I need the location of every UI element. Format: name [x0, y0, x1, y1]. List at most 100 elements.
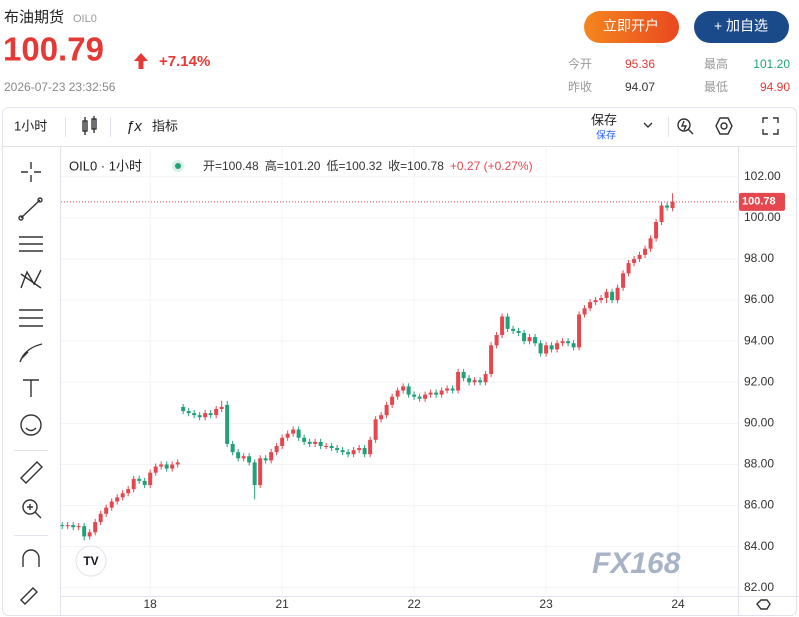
candle-body — [571, 343, 576, 348]
candle-body — [494, 335, 499, 346]
drawing-tools[interactable] — [18, 162, 43, 605]
stat-value: 94.90 — [760, 80, 790, 94]
candle-body — [175, 462, 180, 465]
candle-body — [181, 406, 186, 412]
candle-body — [505, 316, 510, 329]
candle-body — [346, 452, 351, 455]
chart-type-icon[interactable] — [82, 116, 97, 135]
candle-body — [153, 466, 158, 473]
candle-body — [626, 263, 631, 274]
candle-body — [654, 221, 659, 239]
candle-body — [82, 526, 87, 537]
y-tick-label: 102.00 — [744, 169, 781, 183]
button-label: 立即开户 — [603, 18, 659, 34]
y-tick-label: 100.00 — [744, 210, 781, 224]
candle-body — [401, 386, 406, 391]
candle-body — [428, 392, 433, 395]
candle-body — [362, 448, 367, 455]
candle-body — [274, 445, 279, 453]
candle-body — [219, 406, 224, 409]
stat-value: 101.20 — [753, 57, 790, 71]
candle-body — [120, 493, 125, 498]
candle-body — [599, 298, 604, 301]
candle-body — [87, 532, 92, 537]
candle-body — [538, 343, 543, 354]
add-watch-button[interactable]: + 加自选 — [694, 11, 789, 43]
candle-body — [241, 456, 246, 459]
candle-body — [307, 441, 312, 444]
candle-body — [192, 413, 197, 416]
status-dot — [175, 163, 181, 169]
candle-body — [588, 302, 593, 309]
candle-body — [329, 445, 334, 449]
candle-body — [500, 316, 505, 336]
candle-body — [142, 480, 147, 486]
chart-title: OIL0 · 1小时 — [69, 158, 142, 173]
candle-body — [351, 450, 356, 455]
candle-body — [483, 374, 488, 383]
candle-body — [456, 372, 461, 391]
candle-body — [582, 308, 587, 315]
candle-body — [434, 392, 439, 395]
candle-body — [285, 433, 290, 438]
candle-body — [566, 341, 571, 344]
x-tick-label: 23 — [539, 597, 553, 611]
indicators[interactable]: 指标 — [152, 118, 178, 133]
candle-body — [659, 205, 664, 222]
y-tick-label: 94.00 — [744, 333, 774, 347]
candle-body — [549, 345, 554, 350]
plot: 82.00 84.00 86.00 88.00 90.00 92.00 94.00 96.00… — [60, 148, 785, 611]
stat-value: 94.07 — [625, 80, 655, 94]
candle-body — [269, 452, 274, 461]
stat-label: 今开 — [568, 56, 592, 71]
candle-body — [236, 452, 241, 459]
button-bg — [584, 11, 679, 43]
fx-icon[interactable]: ƒx — [126, 118, 142, 135]
candle-body — [291, 429, 296, 434]
candle-body — [423, 394, 428, 399]
candle-body — [516, 330, 521, 333]
candle-body — [302, 437, 307, 442]
candle-body — [318, 441, 323, 446]
price: 100.79 — [3, 31, 104, 68]
candle-body — [604, 291, 609, 299]
x-tick-label: 22 — [407, 597, 421, 611]
candle-body — [379, 415, 384, 420]
quick-search-icon[interactable] — [677, 118, 694, 135]
candle-body — [412, 394, 417, 397]
y-tick-label: 96.00 — [744, 292, 774, 306]
candle-body — [665, 205, 670, 208]
candle-body — [373, 419, 378, 440]
y-tick-label: 98.00 — [744, 251, 774, 265]
watermark: FX168 — [592, 547, 681, 580]
candle-body — [170, 464, 175, 469]
title: 布油期货 — [4, 9, 64, 26]
candle-body — [467, 378, 472, 383]
candle-body — [643, 248, 648, 255]
y-tick-label: 82.00 — [744, 580, 774, 594]
up-arrow — [134, 53, 148, 69]
fullscreen-icon[interactable] — [762, 117, 779, 135]
candle-body — [593, 300, 598, 303]
candle-body — [280, 437, 285, 446]
candle-body — [186, 411, 191, 414]
candle-body — [258, 458, 263, 486]
candle-body — [164, 464, 169, 469]
candle-body — [76, 526, 81, 528]
tv-logo-text: TV — [83, 554, 98, 568]
settings-icon[interactable] — [715, 117, 733, 135]
interval[interactable]: 1小时 — [14, 118, 47, 133]
last-price-tag — [739, 192, 785, 211]
candle-body — [637, 254, 642, 259]
candle-body — [527, 337, 532, 342]
save[interactable]: 保存 — [591, 112, 617, 127]
button-label: + 加自选 — [714, 18, 768, 34]
candle-body — [560, 341, 565, 344]
open-account-button[interactable]: 立即开户 — [584, 11, 679, 43]
x-tick-label: 24 — [671, 597, 685, 611]
stat-label: 昨收 — [568, 80, 592, 94]
chevron[interactable] — [643, 122, 653, 128]
candle-body — [263, 458, 268, 461]
axis-settings[interactable] — [756, 599, 771, 610]
